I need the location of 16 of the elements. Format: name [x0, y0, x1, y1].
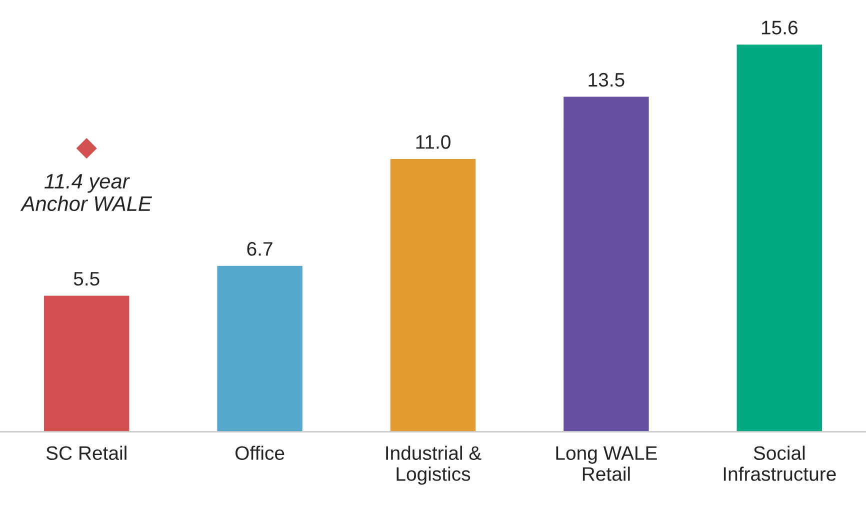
data-label: 5.5 — [74, 272, 100, 286]
x-tick-label: Social Infrastructure — [724, 446, 836, 481]
data-label: 11.0 — [416, 135, 450, 149]
x-tick-label: SC Retail — [46, 446, 126, 460]
bar — [562, 95, 650, 432]
x-tick-label: Industrial & Logistics — [386, 446, 482, 485]
bar — [389, 158, 477, 432]
bar — [216, 264, 304, 432]
x-tick-label: Office — [236, 446, 284, 460]
data-label: 15.6 — [762, 20, 798, 34]
bar — [735, 43, 824, 432]
x-tick-label: Long WALE Retail — [556, 446, 657, 481]
data-label: 13.5 — [588, 72, 624, 87]
bar — [42, 294, 131, 432]
annotation: 11.4 year Anchor WALE — [20, 174, 152, 212]
data-label: 6.7 — [247, 242, 272, 256]
